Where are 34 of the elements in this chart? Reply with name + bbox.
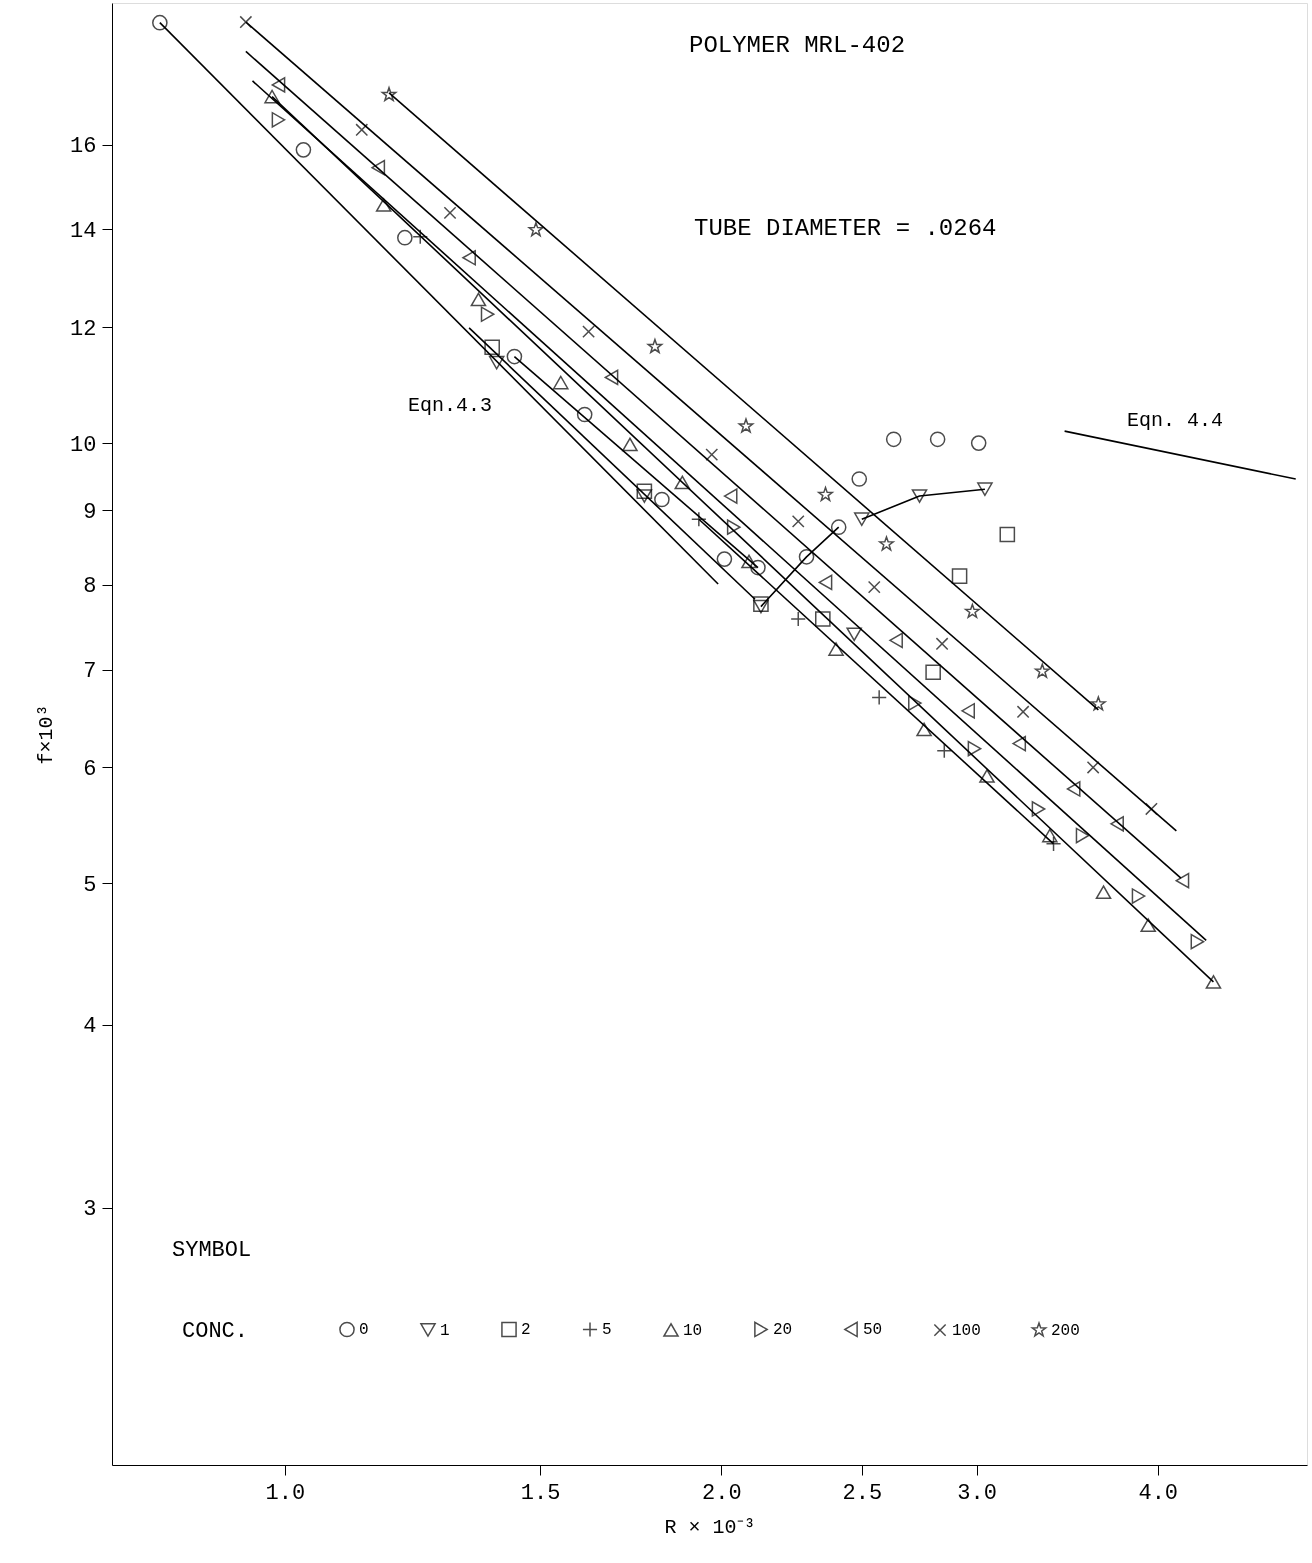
annotation: SYMBOL bbox=[172, 1238, 252, 1263]
legend-label: 200 bbox=[1051, 1322, 1080, 1341]
y-tick-label: 6 bbox=[83, 756, 97, 782]
y-tick-label: 9 bbox=[83, 499, 97, 525]
x-axis-title: R × 10⁻³ bbox=[664, 1515, 756, 1539]
text: TUBE DIAMETER = .0264 bbox=[694, 215, 997, 242]
x-tick-label: 4.0 bbox=[1138, 1480, 1179, 1506]
legend-label: 10 bbox=[683, 1321, 703, 1340]
y-tick-label: 14 bbox=[70, 218, 97, 244]
y-tick-label: 10 bbox=[70, 432, 97, 458]
y-tick-label: 7 bbox=[83, 659, 97, 685]
legend-label: 2 bbox=[521, 1321, 531, 1340]
legend-title: CONC. bbox=[182, 1319, 249, 1344]
y-tick-label: 8 bbox=[83, 574, 97, 600]
y-tick-label: 16 bbox=[70, 134, 97, 160]
x-tick-label: 2.0 bbox=[701, 1480, 742, 1506]
text: POLYMER MRL-402 bbox=[689, 32, 906, 59]
annotation: Eqn. 4.4 bbox=[1126, 409, 1224, 432]
legend-label: 0 bbox=[359, 1321, 369, 1340]
legend-label: 20 bbox=[773, 1321, 793, 1340]
y-tick-label: 3 bbox=[83, 1197, 97, 1223]
y-tick-label: 12 bbox=[70, 316, 97, 342]
y-tick-label: 5 bbox=[83, 872, 97, 898]
legend-label: 1 bbox=[440, 1321, 450, 1340]
legend-label: 50 bbox=[863, 1321, 883, 1340]
y-axis-title: f×10³ bbox=[35, 704, 59, 765]
x-tick-label: 3.0 bbox=[957, 1480, 997, 1506]
legend-label: 100 bbox=[952, 1322, 981, 1341]
x-tick-label: 1.0 bbox=[265, 1480, 306, 1506]
annotation: Eqn.4.3 bbox=[407, 394, 493, 417]
x-tick-label: 1.5 bbox=[520, 1480, 561, 1506]
legend-label: 5 bbox=[602, 1321, 612, 1340]
y-tick-label: 4 bbox=[83, 1014, 97, 1040]
x-tick-label: 2.5 bbox=[842, 1480, 883, 1506]
